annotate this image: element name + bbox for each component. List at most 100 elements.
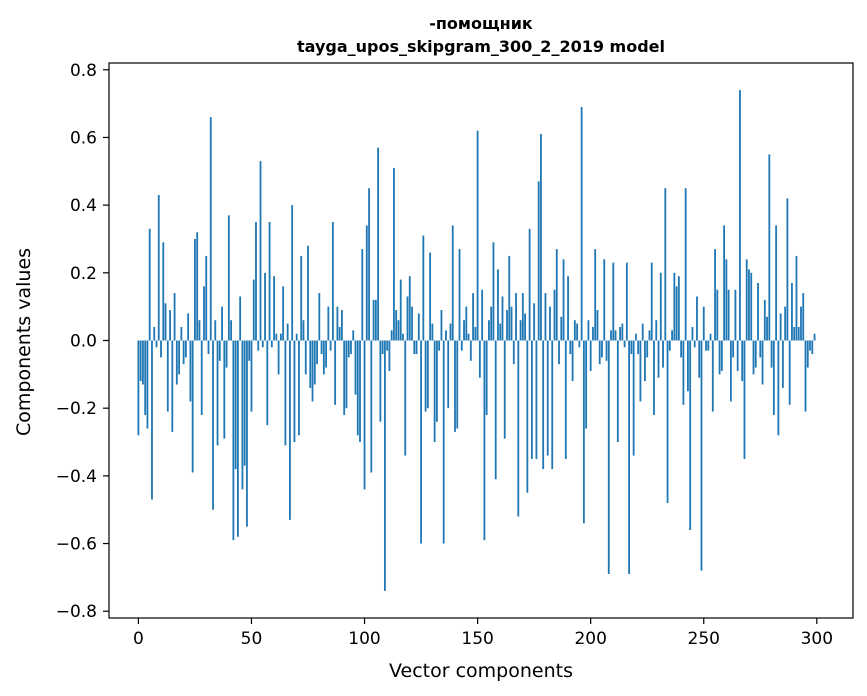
bar	[236, 340, 239, 537]
bar	[250, 340, 253, 412]
bar	[456, 340, 459, 429]
bar	[173, 293, 176, 341]
bar	[433, 340, 436, 443]
bar	[160, 340, 162, 358]
bar	[144, 340, 147, 415]
bar	[521, 293, 524, 341]
bar	[510, 306, 513, 341]
bar	[607, 340, 610, 575]
bar	[435, 340, 438, 422]
bar	[551, 340, 554, 470]
bar	[304, 340, 307, 375]
bar	[546, 340, 549, 456]
bar	[413, 340, 416, 355]
bar	[736, 340, 739, 371]
bar	[696, 296, 698, 341]
bar	[542, 340, 545, 470]
bar	[198, 320, 201, 341]
bar	[302, 320, 305, 341]
bar	[404, 340, 407, 456]
bar	[653, 340, 655, 415]
bar	[291, 205, 294, 341]
bar	[227, 215, 230, 341]
x-tick-label: 250	[688, 629, 720, 649]
bar	[589, 340, 592, 371]
bar	[318, 293, 321, 341]
bar	[155, 340, 158, 348]
bar	[383, 340, 386, 591]
bar	[395, 310, 398, 341]
bar	[139, 340, 142, 382]
bar	[189, 340, 192, 402]
bar	[277, 340, 280, 375]
bar	[693, 340, 696, 348]
bar	[402, 333, 404, 341]
bar	[630, 340, 633, 355]
bar	[178, 340, 181, 375]
bar	[716, 289, 719, 341]
bar	[788, 340, 791, 405]
bar	[535, 340, 538, 459]
bar	[793, 326, 796, 341]
bar	[282, 286, 285, 341]
bar	[363, 340, 366, 490]
y-tick-label: −0.2	[56, 399, 97, 419]
bar	[775, 225, 778, 341]
bar	[467, 333, 470, 341]
bar	[429, 252, 432, 341]
bar	[329, 340, 332, 351]
bar	[447, 340, 450, 409]
bar	[741, 340, 744, 382]
bar	[225, 340, 228, 368]
bar	[748, 269, 750, 341]
bar	[772, 340, 775, 415]
bar	[230, 320, 233, 341]
x-tick-label: 0	[133, 629, 144, 649]
bar	[151, 340, 153, 500]
bar	[221, 306, 223, 341]
bar	[365, 225, 368, 341]
bar	[196, 232, 199, 341]
bar	[469, 340, 472, 361]
bar	[390, 330, 393, 341]
bar	[745, 259, 748, 341]
bar	[666, 340, 669, 503]
bar	[426, 340, 429, 409]
bar	[734, 289, 737, 341]
bar	[309, 340, 312, 388]
bar	[492, 242, 495, 341]
bar	[399, 279, 402, 341]
bar	[460, 340, 463, 351]
bar	[241, 340, 244, 490]
bar	[662, 340, 664, 368]
bar	[657, 340, 660, 378]
bar	[218, 340, 221, 361]
bar	[558, 340, 560, 365]
bar	[422, 235, 425, 341]
bar	[544, 293, 547, 341]
bar	[415, 340, 418, 355]
bar	[675, 286, 678, 341]
bar	[623, 340, 626, 348]
bar	[350, 340, 352, 355]
bar	[255, 222, 257, 341]
bar	[732, 340, 735, 358]
bar	[673, 272, 676, 341]
bar	[628, 340, 631, 575]
bar	[705, 340, 707, 351]
bar	[243, 340, 246, 466]
bar	[368, 188, 370, 341]
bar	[791, 282, 793, 341]
bar	[377, 147, 380, 341]
bar	[777, 340, 780, 436]
bar	[592, 326, 594, 341]
bar	[162, 242, 165, 341]
bar	[458, 249, 461, 341]
bar	[191, 340, 194, 473]
bar	[804, 340, 807, 412]
bar	[526, 340, 529, 493]
bar	[766, 316, 768, 341]
bar	[397, 320, 400, 341]
bar	[289, 340, 291, 520]
